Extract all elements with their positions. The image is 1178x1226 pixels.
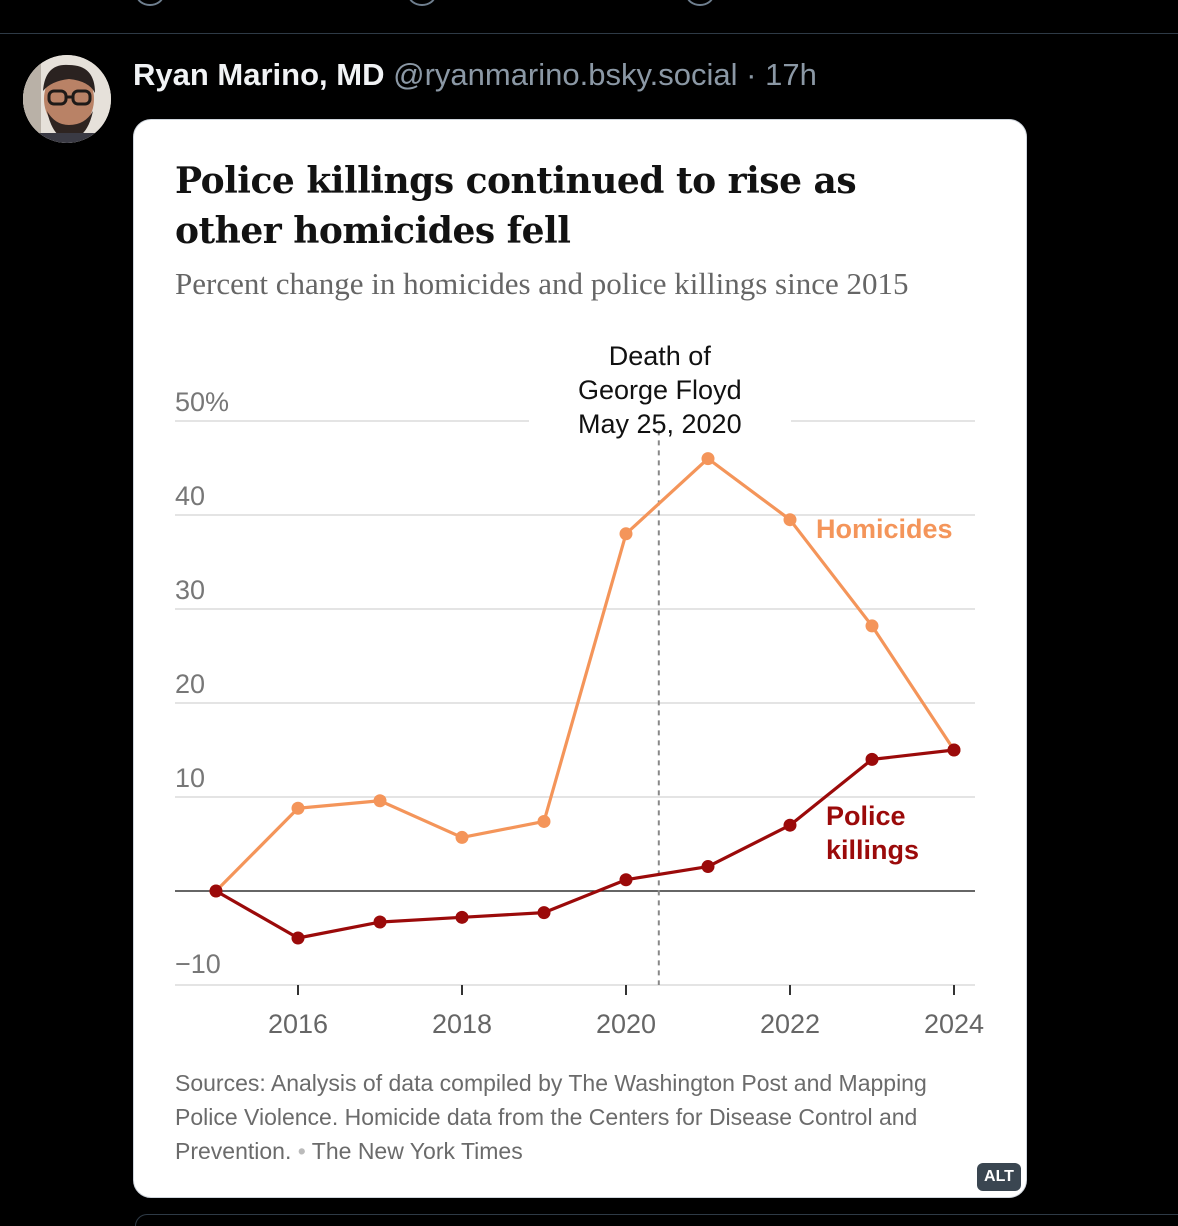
- x-tick-label: 2020: [596, 1009, 656, 1039]
- homicides-point: [537, 814, 551, 828]
- source-credit: The New York Times: [311, 1138, 523, 1164]
- police-killings-series-label: killings: [826, 835, 919, 865]
- header-separator: ·: [746, 57, 757, 92]
- x-tick-label: 2016: [268, 1009, 328, 1039]
- homicides-point: [701, 452, 715, 466]
- police-killings-line: [215, 748, 955, 940]
- next-post-edge: [135, 1214, 1178, 1226]
- police-killings-point: [291, 931, 305, 945]
- annotation-text: Death of: [609, 341, 712, 371]
- x-tick-label: 2022: [760, 1009, 820, 1039]
- line-chart: 50% 40 30 20 10 −10 2016 2018 2020 2022 2024 Death …: [175, 341, 984, 1039]
- post-image[interactable]: 50% 40 30 20 10 −10 2016 2018 2020 2022 2024 Death …: [133, 119, 1027, 1198]
- y-tick-label: −10: [175, 949, 221, 979]
- y-tick-label: 40: [175, 481, 205, 511]
- source-dot: •: [297, 1138, 306, 1164]
- avatar[interactable]: [23, 55, 111, 143]
- reply-icon[interactable]: [136, 0, 164, 6]
- police-killings-point: [619, 873, 633, 887]
- y-tick-label: 20: [175, 669, 205, 699]
- police-killings-point: [865, 752, 879, 766]
- y-tick-label: 50%: [175, 387, 229, 417]
- homicides-series-label: Homicides: [816, 514, 953, 544]
- police-killings-series-label: Police: [826, 801, 906, 831]
- avatar-image: [23, 55, 111, 143]
- x-tick-label: 2018: [432, 1009, 492, 1039]
- source-text: Sources: Analysis of data compiled by Th…: [175, 1070, 927, 1164]
- homicides-point: [783, 513, 797, 527]
- homicides-point: [291, 801, 305, 815]
- police-killings-point: [455, 910, 469, 924]
- police-killings-point: [373, 915, 387, 929]
- police-killings-point: [783, 818, 797, 832]
- post-header: Ryan Marino, MD @ryanmarino.bsky.social …: [133, 55, 817, 95]
- homicides-point: [865, 619, 879, 633]
- annotation-text: George Floyd: [578, 375, 742, 405]
- y-tick-label: 10: [175, 763, 205, 793]
- x-tick-label: 2024: [924, 1009, 984, 1039]
- homicides-point: [455, 830, 469, 844]
- y-tick-label: 30: [175, 575, 205, 605]
- police-killings-point: [537, 906, 551, 920]
- police-killings-point: [701, 860, 715, 874]
- like-icon[interactable]: [686, 0, 714, 6]
- post-time[interactable]: 17h: [765, 57, 817, 92]
- repost-icon[interactable]: [408, 0, 436, 6]
- police-killings-point: [209, 884, 223, 898]
- author-handle[interactable]: @ryanmarino.bsky.social: [393, 57, 738, 92]
- chart-subtitle: Percent change in homicides and police k…: [175, 266, 909, 301]
- police-killings-point: [947, 743, 961, 757]
- alt-badge[interactable]: ALT: [977, 1163, 1021, 1191]
- homicides-point: [619, 527, 633, 541]
- author-name[interactable]: Ryan Marino, MD: [133, 57, 385, 92]
- previous-post-actions: [0, 0, 1178, 8]
- homicides-point: [373, 794, 387, 808]
- chart-title: Police killings continued to rise as oth…: [175, 160, 857, 252]
- chart-source: Sources: Analysis of data compiled by Th…: [175, 1066, 975, 1168]
- post-divider: [0, 33, 1178, 34]
- annotation-text: May 25, 2020: [578, 409, 742, 439]
- homicides-line: [214, 457, 956, 893]
